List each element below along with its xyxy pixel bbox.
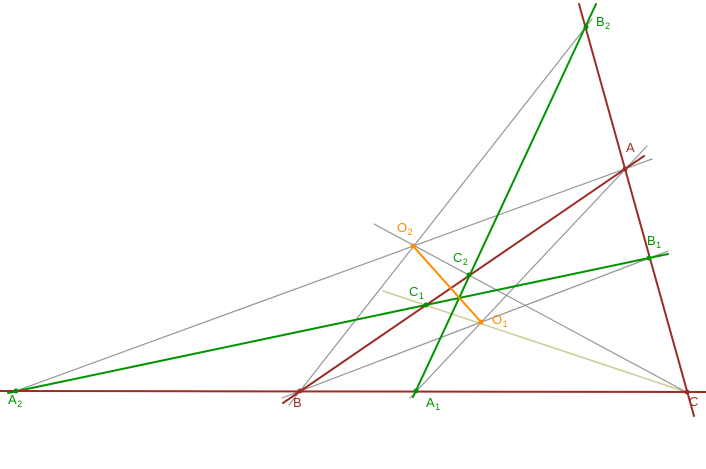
- line-AA1[interactable]: [409, 145, 648, 399]
- line-O2O1[interactable]: [412, 245, 482, 323]
- point-A1[interactable]: [413, 388, 419, 394]
- label-O1-base: O: [492, 312, 503, 327]
- label-B2: B2: [596, 14, 611, 32]
- label-O1: O1: [492, 312, 508, 330]
- point-A2[interactable]: [13, 388, 19, 394]
- line-CA[interactable]: [578, 3, 695, 417]
- line-BC[interactable]: [0, 390, 706, 393]
- label-O2: O2: [397, 220, 413, 238]
- label-B2-subscript: 2: [605, 21, 611, 31]
- label-A1: A1: [426, 395, 441, 413]
- point-O2[interactable]: [410, 243, 416, 249]
- point-C1[interactable]: [423, 302, 429, 308]
- label-B: B: [293, 396, 302, 410]
- line-BB2[interactable]: [288, 18, 593, 406]
- label-C1: C1: [409, 284, 424, 302]
- line-A2B1[interactable]: [7, 253, 669, 394]
- label-B1-base: B: [647, 233, 656, 248]
- line-B2A1[interactable]: [412, 3, 597, 398]
- line-AB[interactable]: [282, 155, 645, 404]
- point-C2[interactable]: [466, 272, 472, 278]
- label-B1-subscript: 1: [656, 240, 662, 250]
- label-A2: A2: [8, 392, 23, 410]
- label-B1: B1: [647, 233, 662, 251]
- label-A1-subscript: 1: [435, 402, 441, 412]
- label-C-base: C: [689, 394, 699, 409]
- line-CC1[interactable]: [382, 290, 690, 394]
- label-A1-base: A: [426, 395, 435, 410]
- label-C1-base: C: [409, 284, 419, 299]
- label-B-base: B: [293, 395, 302, 410]
- label-O2-base: O: [397, 220, 408, 235]
- label-C: C: [689, 395, 698, 409]
- label-C2-subscript: 2: [462, 257, 468, 267]
- label-O1-subscript: 1: [502, 319, 508, 329]
- label-A: A: [626, 141, 635, 155]
- point-A[interactable]: [622, 166, 628, 172]
- label-A2-base: A: [8, 392, 17, 407]
- label-C1-subscript: 1: [418, 291, 424, 301]
- line-BB1[interactable]: [281, 250, 669, 399]
- label-A-base: A: [626, 140, 635, 155]
- line-CC2[interactable]: [373, 223, 689, 394]
- point-C[interactable]: [684, 389, 690, 395]
- label-C2: C2: [453, 250, 468, 268]
- point-B2[interactable]: [583, 24, 589, 30]
- label-B2-base: B: [596, 14, 605, 29]
- line-AA2[interactable]: [15, 158, 653, 392]
- point-O1[interactable]: [478, 319, 484, 325]
- label-A2-subscript: 2: [17, 399, 23, 409]
- label-C2-base: C: [453, 250, 463, 265]
- point-B1[interactable]: [646, 255, 652, 261]
- point-B[interactable]: [297, 388, 303, 394]
- label-O2-subscript: 2: [407, 227, 413, 237]
